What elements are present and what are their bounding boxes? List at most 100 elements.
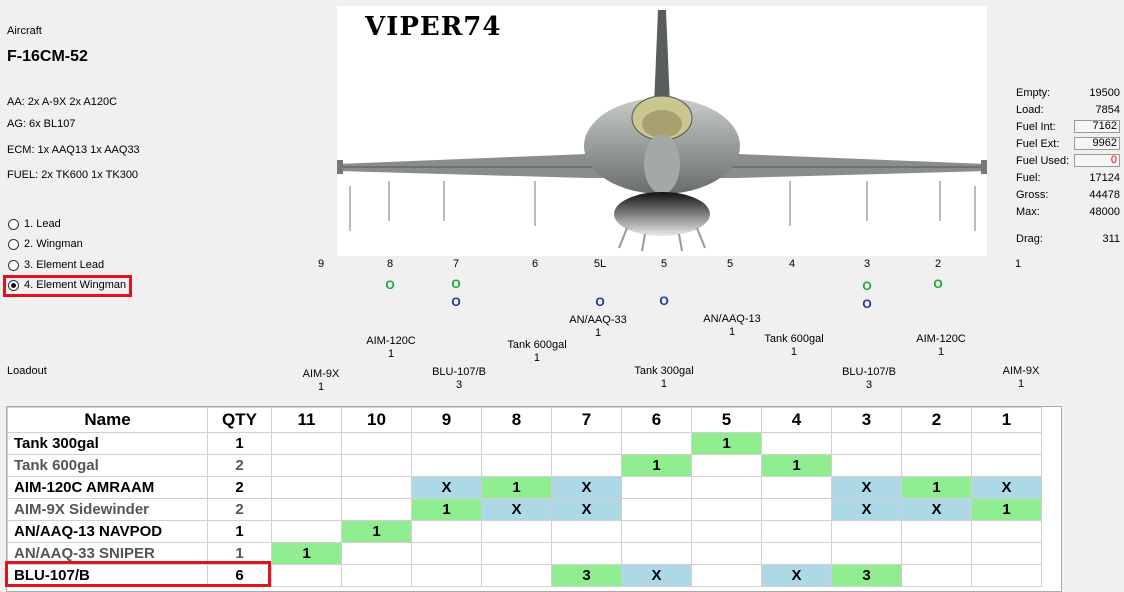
store-name-cell[interactable]: AIM-120C AMRAAM [7, 476, 208, 499]
station-cell[interactable] [481, 564, 552, 587]
column-header-station[interactable]: 10 [341, 407, 412, 433]
station-cell[interactable] [341, 542, 412, 565]
station-cell[interactable] [411, 454, 482, 477]
table-row[interactable]: AN/AAQ-13 NAVPOD 1 1 [7, 520, 1042, 543]
station-cell[interactable] [691, 476, 762, 499]
station-cell[interactable] [551, 520, 622, 543]
station-cell[interactable] [971, 432, 1042, 455]
station-cell[interactable]: 3 [551, 564, 622, 587]
store-name-cell[interactable]: Tank 300gal [7, 432, 208, 455]
station-cell[interactable] [551, 432, 622, 455]
station-cell[interactable] [341, 476, 412, 499]
station-cell[interactable] [831, 542, 902, 565]
store-qty-cell[interactable]: 2 [207, 476, 272, 499]
column-header-station[interactable]: 9 [411, 407, 482, 433]
station-cell[interactable] [621, 498, 692, 521]
station-cell[interactable] [271, 454, 342, 477]
station-mark-blue[interactable]: O [659, 294, 669, 308]
column-header-station[interactable]: 5 [691, 407, 762, 433]
column-header-station[interactable]: 4 [761, 407, 832, 433]
store-name-cell[interactable]: BLU-107/B [7, 564, 208, 587]
station-cell[interactable]: X [831, 498, 902, 521]
column-header-station[interactable]: 3 [831, 407, 902, 433]
table-row[interactable]: AN/AAQ-33 SNIPER 1 1 [7, 542, 1042, 565]
station-cell[interactable] [621, 520, 692, 543]
station-cell[interactable] [481, 542, 552, 565]
column-header-qty[interactable]: QTY [207, 407, 272, 433]
station-mark-green[interactable]: O [933, 277, 943, 291]
store-qty-cell[interactable]: 2 [207, 498, 272, 521]
station-cell[interactable] [341, 498, 412, 521]
store-qty-cell[interactable]: 1 [207, 432, 272, 455]
station-cell[interactable] [341, 432, 412, 455]
position-radio-lead[interactable]: 1. Lead [8, 218, 61, 230]
station-cell[interactable]: 1 [971, 498, 1042, 521]
station-cell[interactable]: 1 [901, 476, 972, 499]
station-mark-blue[interactable]: O [595, 295, 605, 309]
station-cell[interactable]: 1 [481, 476, 552, 499]
station-cell[interactable] [621, 432, 692, 455]
station-cell[interactable] [621, 476, 692, 499]
position-radio-wingman[interactable]: 2. Wingman [8, 238, 83, 250]
station-mark-blue[interactable]: O [862, 297, 872, 311]
station-cell[interactable] [481, 454, 552, 477]
station-cell[interactable]: 3 [831, 564, 902, 587]
station-cell[interactable] [971, 542, 1042, 565]
station-cell[interactable]: X [761, 564, 832, 587]
table-row[interactable]: BLU-107/B 6 3 X X 3 [7, 564, 1042, 587]
station-cell[interactable] [551, 454, 622, 477]
station-cell[interactable]: X [551, 476, 622, 499]
station-cell[interactable] [691, 520, 762, 543]
station-mark-green[interactable]: O [862, 279, 872, 293]
station-cell[interactable] [411, 542, 482, 565]
station-cell[interactable] [271, 498, 342, 521]
station-cell[interactable] [691, 542, 762, 565]
station-mark-blue[interactable]: O [451, 295, 461, 309]
station-cell[interactable]: 1 [411, 498, 482, 521]
station-cell[interactable]: 1 [271, 542, 342, 565]
station-cell[interactable] [551, 542, 622, 565]
station-cell[interactable] [691, 454, 762, 477]
station-cell[interactable] [901, 454, 972, 477]
station-cell[interactable]: X [901, 498, 972, 521]
station-cell[interactable]: X [551, 498, 622, 521]
position-radio-element-wingman[interactable]: 4. Element Wingman [8, 279, 126, 291]
station-cell[interactable] [901, 564, 972, 587]
station-cell[interactable] [761, 476, 832, 499]
station-cell[interactable]: 1 [761, 454, 832, 477]
store-name-cell[interactable]: AIM-9X Sidewinder [7, 498, 208, 521]
station-cell[interactable]: X [831, 476, 902, 499]
station-cell[interactable]: X [621, 564, 692, 587]
column-header-station[interactable]: 7 [551, 407, 622, 433]
column-header-station[interactable]: 1 [971, 407, 1042, 433]
table-row[interactable]: AIM-9X Sidewinder 2 1 X X X X 1 [7, 498, 1042, 521]
fuel-ext-field[interactable]: 9962 [1074, 137, 1120, 150]
store-name-cell[interactable]: Tank 600gal [7, 454, 208, 477]
station-cell[interactable]: 1 [341, 520, 412, 543]
station-cell[interactable] [481, 520, 552, 543]
column-header-station[interactable]: 6 [621, 407, 692, 433]
station-cell[interactable] [271, 564, 342, 587]
station-cell[interactable]: 1 [621, 454, 692, 477]
store-name-cell[interactable]: AN/AAQ-33 SNIPER [7, 542, 208, 565]
position-radio-element-lead[interactable]: 3. Element Lead [8, 259, 104, 271]
station-cell[interactable] [271, 432, 342, 455]
station-cell[interactable] [831, 454, 902, 477]
station-cell[interactable] [971, 564, 1042, 587]
column-header-name[interactable]: Name [7, 407, 208, 433]
station-cell[interactable] [831, 520, 902, 543]
store-name-cell[interactable]: AN/AAQ-13 NAVPOD [7, 520, 208, 543]
station-cell[interactable] [411, 432, 482, 455]
station-cell[interactable] [761, 520, 832, 543]
station-cell[interactable] [761, 432, 832, 455]
station-mark-green[interactable]: O [451, 277, 461, 291]
station-cell[interactable] [901, 520, 972, 543]
station-cell[interactable]: 1 [691, 432, 762, 455]
station-cell[interactable] [271, 520, 342, 543]
station-cell[interactable] [691, 498, 762, 521]
station-cell[interactable] [691, 564, 762, 587]
station-mark-green[interactable]: O [385, 278, 395, 292]
station-cell[interactable] [761, 498, 832, 521]
station-cell[interactable]: X [481, 498, 552, 521]
column-header-station[interactable]: 2 [901, 407, 972, 433]
